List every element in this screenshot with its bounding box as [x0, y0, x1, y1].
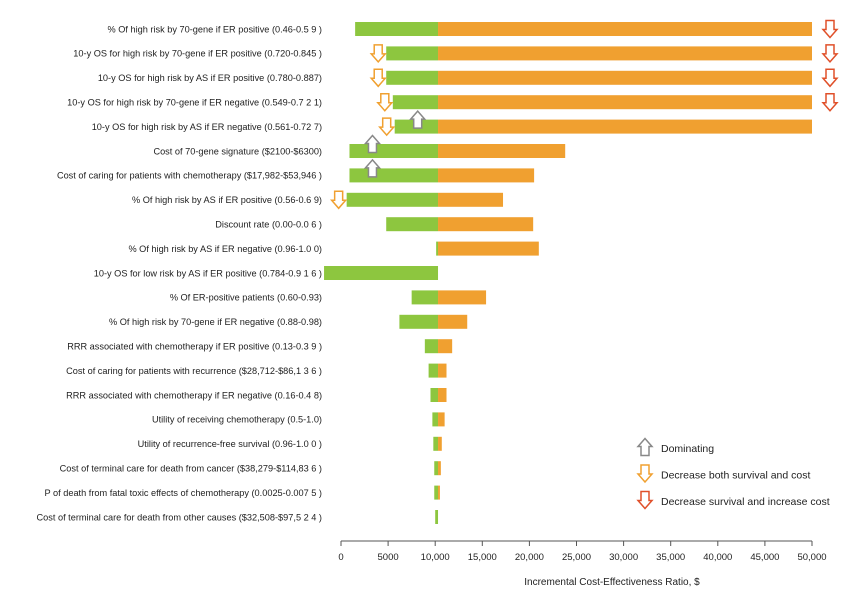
marker-decrease-both-icon-4-1 — [376, 92, 394, 112]
x-axis-title: Incremental Cost-Effectiveness Ratio, $ — [524, 577, 700, 588]
bar-label-3: 10-y OS for high risk by AS if ER positi… — [98, 73, 322, 83]
x-tick-label-4: 15,000 — [468, 552, 497, 563]
legend: Dominating Decrease both survival and cos… — [636, 437, 830, 510]
bar-label-15: Cost of caring for patients with recurre… — [66, 366, 322, 376]
bar-high-15 — [438, 363, 447, 378]
bar-low-13 — [399, 314, 439, 329]
bar-low-8 — [346, 192, 439, 207]
bar-label-9: Discount rate (0.00-0.0 6 ) — [215, 220, 322, 230]
bar-label-13: % Of high risk by 70-gene if ER negative… — [109, 317, 322, 327]
bar-low-6 — [349, 144, 439, 158]
bar-label-14: RRR associated with chemotherapy if ER p… — [67, 342, 322, 352]
bar-low-3 — [386, 70, 439, 85]
bar-high-10 — [438, 241, 539, 256]
bar-low-2 — [386, 46, 439, 61]
bar-low-16 — [430, 388, 439, 402]
labels-layer: % Of high risk by 70-gene if ER positive… — [37, 24, 322, 522]
marker-decrease-survival-increase-cost-icon-1-1 — [821, 19, 839, 39]
bar-low-15 — [428, 363, 439, 378]
x-tick-label-7: 30,000 — [609, 552, 638, 563]
bar-low-19 — [434, 461, 439, 476]
bar-low-4 — [392, 95, 439, 110]
bar-label-16: RRR associated with chemotherapy if ER n… — [66, 390, 322, 400]
x-tick-label-5: 20,000 — [515, 552, 544, 563]
bar-label-7: Cost of caring for patients with chemoth… — [57, 171, 322, 181]
bar-low-9 — [386, 217, 439, 232]
bar-label-19: Cost of terminal care for death from can… — [60, 464, 322, 474]
bar-label-8: % Of high risk by AS if ER positive (0.5… — [132, 195, 322, 205]
marker-decrease-both-icon-8-1 — [329, 190, 348, 210]
legend-label-2: Decrease both survival and cost — [661, 470, 810, 482]
x-tick-label-8: 35,000 — [656, 552, 685, 563]
x-tick-label-11: 50,000 — [797, 552, 826, 563]
bar-high-1 — [438, 22, 812, 36]
x-axis: 0 5000 10,000 15,000 20,000 25,000 30,000 35,00… — [338, 540, 827, 563]
bar-low-10 — [436, 241, 439, 256]
marker-decrease-both-icon-2-1 — [369, 44, 387, 64]
bar-low-18 — [433, 436, 439, 451]
bar-high-7 — [438, 168, 535, 183]
bar-label-10: % Of high risk by AS if ER negative (0.9… — [128, 244, 322, 254]
marker-decrease-survival-increase-cost-icon-2-2 — [821, 44, 839, 64]
legend-decrease-survival-increase-cost-icon — [636, 490, 654, 510]
bar-label-20: P of death from fatal toxic effects of c… — [45, 488, 323, 498]
marker-decrease-survival-increase-cost-icon-4-2 — [821, 92, 839, 112]
bar-low-21 — [435, 510, 439, 524]
bar-label-6: Cost of 70-gene signature ($2100-$6300) — [153, 146, 322, 156]
bar-label-2: 10-y OS for high risk by 70-gene if ER p… — [73, 49, 322, 59]
bar-high-2 — [438, 46, 812, 61]
bar-low-20 — [434, 485, 439, 500]
marker-dominating-icon-5-2 — [409, 109, 427, 129]
marker-dominating-icon-7-1 — [363, 158, 382, 178]
bar-label-18: Utility of recurrence-free survival (0.9… — [138, 439, 322, 449]
legend-decrease-both-icon — [636, 464, 654, 484]
bar-low-1 — [355, 22, 439, 36]
bar-low-11 — [324, 266, 439, 280]
bar-label-4: 10-y OS for high risk by 70-gene if ER n… — [67, 98, 322, 108]
bar-label-21: Cost of terminal care for death from oth… — [37, 512, 322, 522]
bar-high-16 — [438, 388, 447, 402]
bar-high-20 — [438, 485, 440, 500]
marker-decrease-survival-increase-cost-icon-3-2 — [821, 68, 839, 88]
marker-decrease-both-icon-3-1 — [369, 68, 387, 88]
bar-high-4 — [438, 95, 812, 110]
x-tick-label-3: 10,000 — [421, 552, 450, 563]
marker-dominating-icon-6-1 — [363, 134, 382, 154]
x-tick-label-6: 25,000 — [562, 552, 591, 563]
bar-low-12 — [411, 290, 439, 305]
x-tick-label-10: 45,000 — [750, 552, 779, 563]
bar-label-17: Utility of receiving chemotherapy (0.5-1… — [152, 415, 322, 425]
x-tick-label-2: 5000 — [378, 552, 399, 563]
bar-label-1: % Of high risk by 70-gene if ER positive… — [108, 24, 322, 34]
legend-label-3: Decrease survival and increase cost — [661, 496, 830, 508]
bar-high-14 — [438, 339, 453, 354]
bar-high-13 — [438, 314, 468, 329]
bar-high-9 — [438, 217, 534, 232]
bar-label-5: 10-y OS for high risk by AS if ER negati… — [92, 122, 322, 132]
bar-high-6 — [438, 144, 566, 158]
bar-label-12: % Of ER-positive patients (0.60-0.93) — [170, 293, 322, 303]
legend-dominating-icon — [636, 437, 654, 457]
bar-high-17 — [438, 412, 445, 427]
legend-label-1: Dominating — [661, 443, 714, 455]
x-tick-label-9: 40,000 — [703, 552, 732, 563]
markers-layer — [329, 19, 839, 210]
bar-label-11: 10-y OS for low risk by AS if ER positiv… — [94, 268, 322, 278]
bars-layer — [324, 22, 812, 524]
bar-high-5 — [438, 119, 812, 134]
bar-high-18 — [438, 436, 442, 451]
marker-decrease-both-icon-5-1 — [378, 117, 396, 137]
bar-high-8 — [438, 192, 504, 207]
bar-low-7 — [349, 168, 439, 183]
bar-low-14 — [424, 339, 439, 354]
x-tick-label-1: 0 — [338, 552, 343, 563]
bar-high-12 — [438, 290, 487, 305]
bar-high-19 — [438, 461, 441, 476]
bar-high-3 — [438, 70, 812, 85]
bar-low-17 — [432, 412, 439, 427]
